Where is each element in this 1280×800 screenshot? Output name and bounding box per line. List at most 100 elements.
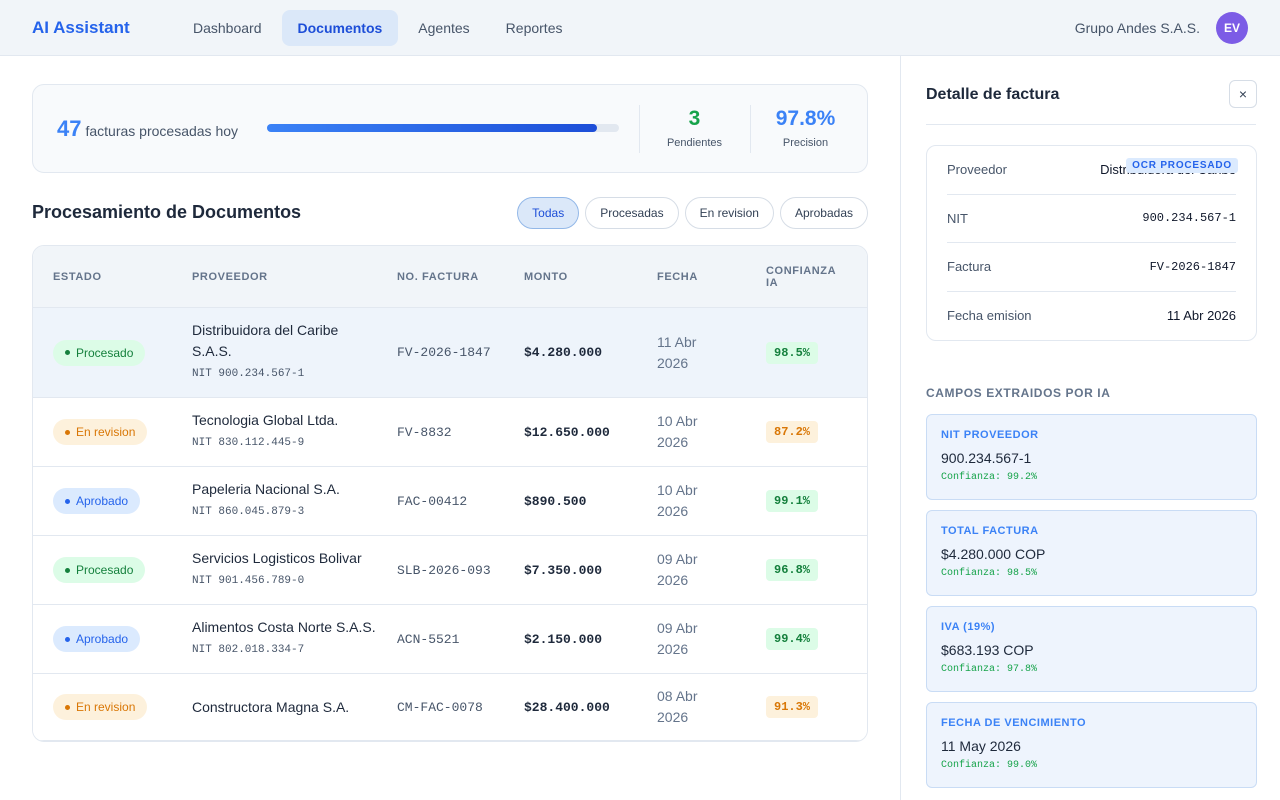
filter-chip[interactable]: Procesadas [585, 197, 678, 229]
column-header: PROVEEDOR [192, 271, 397, 283]
card-value: 900.234.567-1 [941, 450, 1242, 466]
card-label: FECHA DE VENCIMIENTO [941, 717, 1242, 729]
filter-chip[interactable]: Todas [517, 197, 579, 229]
filters: TodasProcesadasEn revisionAprobadas [517, 197, 868, 229]
invoice-number: ACN-5521 [397, 629, 524, 650]
invoice-number: FV-8832 [397, 422, 524, 443]
invoice-number: FV-2026-1847 [397, 342, 524, 363]
table-row[interactable]: Procesado Servicios Logisticos BolivarNIT… [33, 536, 867, 605]
stat: 97.8% Precision [750, 105, 860, 153]
extracted-cards: NIT PROVEEDOR900.234.567-1Confianza: 99.… [926, 414, 1257, 798]
status-cell: Aprobado [33, 488, 192, 514]
count-line: 47facturas procesadas hoy [57, 116, 238, 142]
badge: OCR PROCESADO [1126, 158, 1238, 173]
extracted-title: CAMPOS EXTRAIDOS POR IA [926, 386, 1110, 400]
date: 09 Abr 2026 [657, 549, 766, 591]
detail-fields: OCR PROCESADO ProveedorDistribuidora del… [926, 145, 1257, 341]
nav-item[interactable]: Documentos [282, 10, 399, 46]
confidence: 98.5% [766, 342, 818, 364]
provider-cell: Tecnologia Global Ltda.NIT 830.112.445-9 [192, 410, 397, 454]
amount: $2.150.000 [524, 632, 657, 647]
field-value: 11 Abr 2026 [1167, 308, 1236, 323]
table-header: ESTADOPROVEEDORNO. FACTURAMONTOFECHACONF… [33, 246, 867, 308]
top-bar: AI Assistant DashboardDocumentosAgentesR… [0, 0, 1280, 56]
filter-chip[interactable]: Aprobadas [780, 197, 868, 229]
column-header: MONTO [524, 271, 657, 283]
nav: DashboardDocumentosAgentesReportes [177, 10, 578, 46]
detail-field: Fecha emision 11 Abr 2026 [947, 292, 1236, 341]
nav-item[interactable]: Dashboard [177, 10, 278, 46]
provider-name: Alimentos Costa Norte S.A.S. [192, 617, 377, 638]
column-header: FECHA [657, 271, 766, 283]
detail-field: NIT 900.234.567-1 [947, 195, 1236, 244]
table-row[interactable]: En revision Tecnologia Global Ltda.NIT 83… [33, 398, 867, 467]
provider-cell: Distribuidora del Caribe S.A.S.NIT 900.2… [192, 320, 397, 385]
status-pill: Procesado [53, 340, 145, 366]
provider-name: Distribuidora del Caribe S.A.S. [192, 320, 377, 362]
close-button[interactable]: × [1229, 80, 1257, 108]
nav-item[interactable]: Reportes [490, 10, 579, 46]
confidence: 96.8% [766, 559, 818, 581]
detail-panel: Detalle de factura × OCR PROCESADO Prove… [900, 56, 1280, 800]
company: Grupo Andes S.A.S. [1075, 20, 1200, 36]
column-header: NO. FACTURA [397, 271, 524, 283]
confidence: 87.2% [766, 421, 818, 443]
count-label: facturas procesadas hoy [85, 123, 238, 139]
divider [926, 124, 1256, 125]
provider-nit: NIT 802.018.334-7 [192, 640, 377, 661]
card-confidence: Confianza: 99.2% [941, 472, 1242, 483]
provider-name: Constructora Magna S.A. [192, 697, 377, 718]
stat-value: 97.8% [751, 107, 860, 131]
amount: $28.400.000 [524, 700, 657, 715]
detail-title: Detalle de factura [926, 86, 1059, 104]
status-pill: En revision [53, 419, 147, 445]
field-value: 900.234.567-1 [1142, 211, 1236, 225]
confidence-cell: 87.2% [766, 421, 868, 443]
field-label: Proveedor [947, 162, 1007, 177]
confidence-cell: 99.4% [766, 628, 868, 650]
provider-nit: NIT 900.234.567-1 [192, 364, 377, 385]
column-header: ESTADO [33, 271, 192, 283]
card-value: $4.280.000 COP [941, 546, 1242, 562]
filter-chip[interactable]: En revision [685, 197, 774, 229]
nav-item[interactable]: Agentes [402, 10, 485, 46]
field-label: Fecha emision [947, 308, 1032, 323]
confidence-cell: 91.3% [766, 696, 868, 718]
column-header: CONFIANZA IA [766, 265, 868, 289]
main: 47facturas procesadas hoy 3 Pendientes97.… [0, 56, 900, 800]
provider-cell: Servicios Logisticos BolivarNIT 901.456.… [192, 548, 397, 592]
stat-value: 3 [640, 107, 749, 131]
confidence-cell: 98.5% [766, 342, 868, 364]
date: 10 Abr 2026 [657, 411, 766, 453]
date: 08 Abr 2026 [657, 686, 766, 728]
table-row[interactable]: AprobadoPapeleria Nacional S.A.NIT 860.0… [33, 467, 867, 536]
section-title: Procesamiento de Documentos [32, 202, 301, 223]
stat-label: Pendientes [640, 137, 749, 149]
status-cell: Procesado [33, 557, 192, 583]
extracted-card: NIT PROVEEDOR900.234.567-1Confianza: 99.… [926, 414, 1257, 500]
provider-name: Papeleria Nacional S.A. [192, 479, 377, 500]
table-row[interactable]: En revisionConstructora Magna S.A.CM-FAC… [33, 674, 867, 741]
provider-cell: Papeleria Nacional S.A.NIT 860.045.879-3 [192, 479, 397, 523]
confidence-cell: 99.1% [766, 490, 868, 512]
status-pill: Procesado [53, 557, 145, 583]
provider-cell: Constructora Magna S.A. [192, 697, 397, 718]
field-label: NIT [947, 211, 968, 226]
provider-nit: NIT 901.456.789-0 [192, 571, 377, 592]
field-label: Factura [947, 259, 991, 274]
card-label: TOTAL FACTURA [941, 525, 1242, 537]
status-pill: En revision [53, 694, 147, 720]
brand[interactable]: AI Assistant [32, 18, 130, 38]
table-row[interactable]: AprobadoAlimentos Costa Norte S.A.S.NIT … [33, 605, 867, 674]
provider-nit: NIT 860.045.879-3 [192, 502, 377, 523]
field-value: FV-2026-1847 [1150, 260, 1236, 274]
stat-label: Precision [751, 137, 860, 149]
confidence-cell: 96.8% [766, 559, 868, 581]
avatar[interactable]: EV [1216, 12, 1248, 44]
table-row[interactable]: Procesado Distribuidora del Caribe S.A.S.… [33, 308, 867, 398]
amount: $7.350.000 [524, 563, 657, 578]
extracted-card: FECHA DE VENCIMIENTO11 May 2026Confianza… [926, 702, 1257, 788]
card-confidence: Confianza: 99.0% [941, 760, 1242, 771]
card-confidence: Confianza: 98.5% [941, 568, 1242, 579]
